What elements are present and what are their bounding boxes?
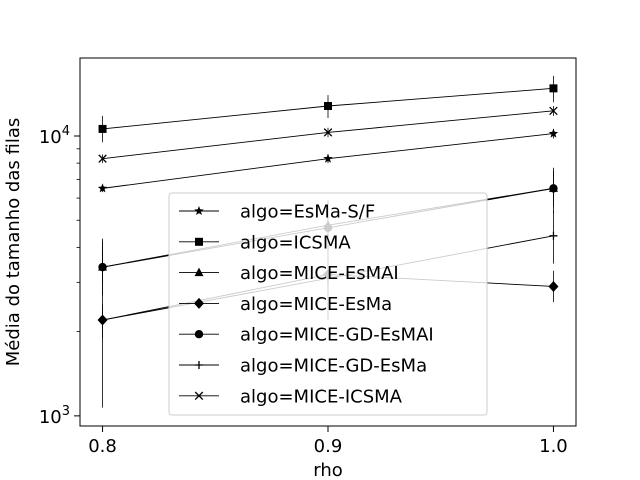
legend-label-algo-icsma: algo=ICSMA (240, 232, 351, 253)
legend-item-algo-mice-esmai: algo=MICE-EsMAI (179, 263, 399, 284)
y-tick-label-1: 104 (39, 124, 70, 148)
point-algo-mice-gd-esmai-2 (549, 184, 558, 193)
legend-marker-algo-icsma (195, 237, 203, 246)
legend-label-algo-mice-gd-esmai: algo=MICE-GD-EsMAI (240, 325, 434, 346)
legend-item-algo-mice-gd-esmai: algo=MICE-GD-EsMAI (179, 325, 434, 346)
series-algo-icsma (98, 75, 558, 143)
legend-marker-algo-mice-icsma (194, 391, 204, 401)
y-axis-label: Média do tamanho das filas (3, 118, 24, 366)
legend-marker-algo-mice-gd-esmai (194, 330, 204, 339)
series-algo-mice-icsma (98, 106, 558, 164)
legend-item-algo-mice-esma: algo=MICE-EsMa (179, 294, 392, 315)
point-algo-esma-s-f-1 (323, 153, 333, 163)
legend-item-algo-mice-gd-esma: algo=MICE-GD-EsMa (179, 356, 427, 377)
legend: algo=EsMa-S/F algo=ICSMA algo=MICE-EsMAI al… (168, 192, 488, 416)
point-algo-mice-gd-esma-0 (98, 316, 107, 325)
legend-label-algo-mice-icsma: algo=MICE-ICSMA (240, 386, 403, 407)
legend-item-algo-icsma: algo=ICSMA (179, 232, 351, 253)
x-axis: 0.8 0.9 1.0 (88, 426, 568, 457)
point-algo-icsma-0 (98, 124, 107, 133)
point-algo-mice-gd-esma-2 (549, 231, 558, 240)
point-algo-mice-icsma-2 (549, 106, 558, 116)
point-algo-esma-s-f-2 (548, 128, 559, 138)
point-algo-icsma-2 (549, 84, 558, 93)
point-algo-mice-icsma-0 (98, 154, 107, 163)
series-algo-esma-s-f (97, 128, 559, 193)
legend-label-algo-esma-s-f: algo=EsMa-S/F (240, 202, 375, 223)
x-tick-label-0: 0.8 (88, 436, 117, 457)
point-algo-mice-esma-2 (548, 280, 559, 292)
legend-label-algo-mice-gd-esma: algo=MICE-GD-EsMa (240, 356, 427, 377)
point-algo-esma-s-f-0 (97, 183, 108, 193)
x-tick-label-2: 1.0 (539, 436, 568, 457)
point-algo-icsma-1 (324, 102, 332, 111)
legend-marker-algo-esma-s-f (194, 206, 204, 216)
x-axis-label: rho (313, 460, 343, 480)
legend-marker-algo-mice-gd-esma (195, 361, 203, 369)
legend-label-algo-mice-esma: algo=MICE-EsMa (240, 294, 392, 315)
legend-label-algo-mice-esmai: algo=MICE-EsMAI (240, 263, 399, 284)
legend-marker-algo-mice-esma (194, 297, 204, 309)
y-axis: 103 104 (39, 124, 80, 428)
legend-marker-algo-mice-esmai (194, 267, 204, 277)
legend-box (168, 192, 488, 416)
legend-item-algo-esma-s-f: algo=EsMa-S/F (179, 202, 375, 223)
y-tick-label-0: 103 (39, 404, 70, 428)
point-algo-mice-icsma-1 (323, 128, 333, 137)
legend-item-algo-mice-icsma: algo=MICE-ICSMA (179, 386, 403, 407)
x-tick-label-1: 0.9 (314, 436, 343, 457)
